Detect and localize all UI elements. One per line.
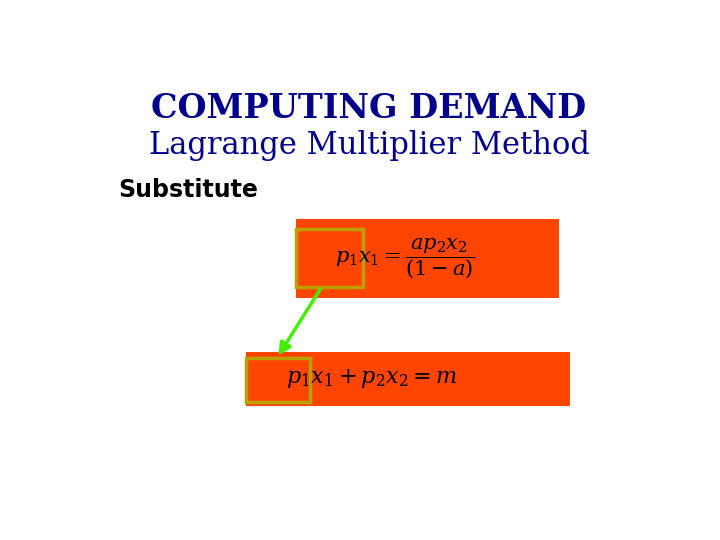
Text: $\mathit{p_1 x_1 + p_2 x_2 = m}$: $\mathit{p_1 x_1 + p_2 x_2 = m}$ <box>286 367 457 390</box>
Text: COMPUTING DEMAND: COMPUTING DEMAND <box>151 92 587 125</box>
Text: Substitute: Substitute <box>118 178 258 201</box>
Bar <box>297 229 364 287</box>
Text: Lagrange Multiplier Method: Lagrange Multiplier Method <box>148 130 590 161</box>
Text: $p_1 x_1 = \dfrac{ap_2 x_2}{(1-a)}$: $p_1 x_1 = \dfrac{ap_2 x_2}{(1-a)}$ <box>336 236 475 280</box>
Bar <box>297 219 559 298</box>
Bar <box>246 358 310 402</box>
Bar <box>246 352 570 406</box>
